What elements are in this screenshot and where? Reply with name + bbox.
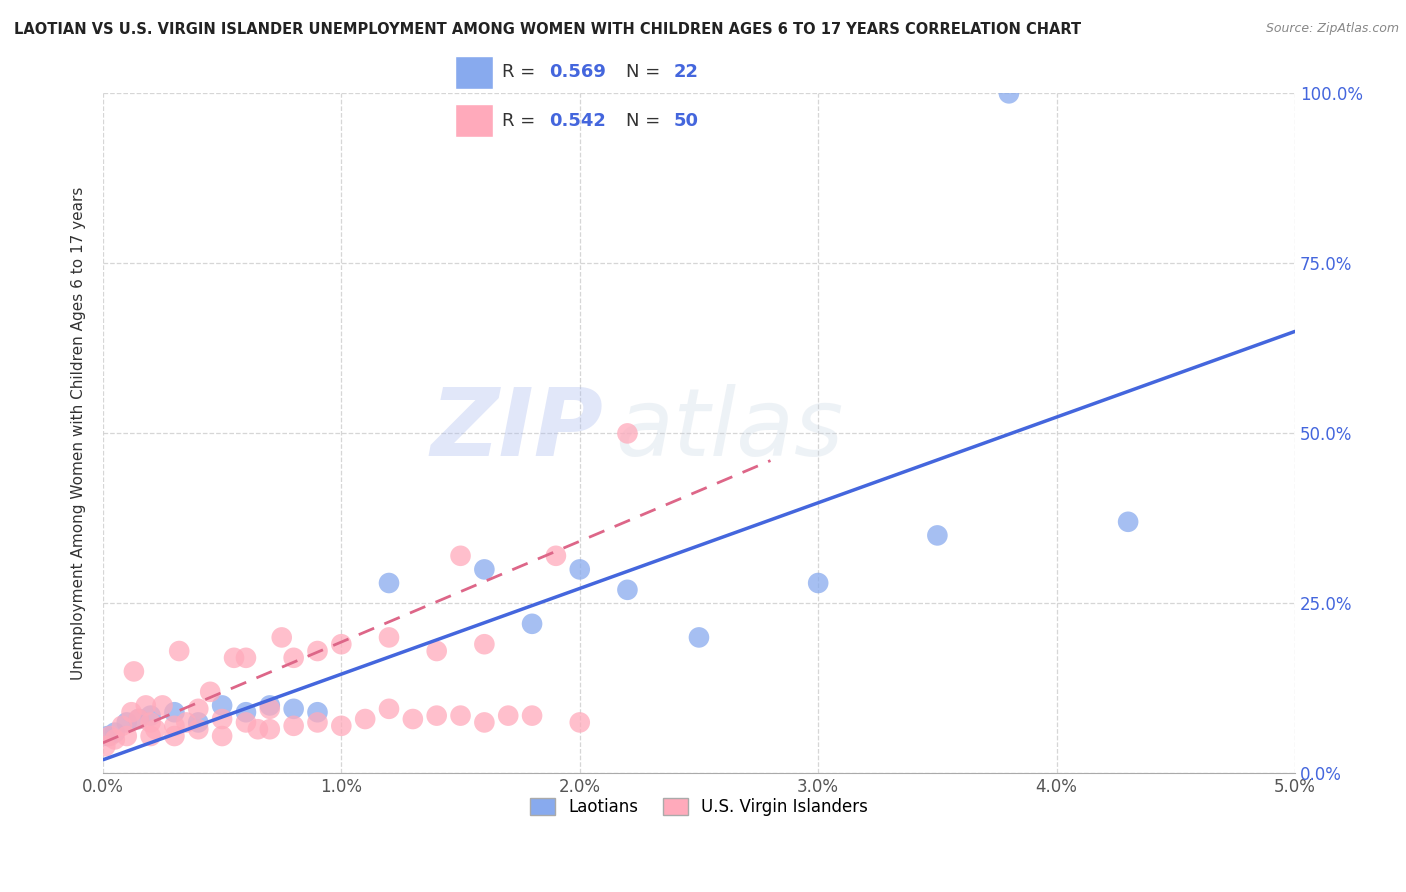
- Point: [402, 712, 425, 726]
- Point: [354, 712, 377, 726]
- Point: [474, 562, 496, 576]
- Point: [246, 723, 269, 737]
- Point: [94, 739, 117, 754]
- Text: 0.542: 0.542: [550, 112, 606, 129]
- Legend: Laotians, U.S. Virgin Islanders: Laotians, U.S. Virgin Islanders: [523, 791, 875, 823]
- Point: [167, 644, 190, 658]
- Point: [163, 729, 186, 743]
- Point: [283, 650, 305, 665]
- Point: [211, 712, 233, 726]
- Text: N =: N =: [626, 112, 666, 129]
- Point: [568, 562, 591, 576]
- Point: [235, 715, 257, 730]
- Point: [378, 702, 401, 716]
- Point: [163, 719, 186, 733]
- Point: [450, 708, 472, 723]
- Point: [1116, 515, 1139, 529]
- Point: [222, 650, 245, 665]
- Point: [426, 708, 449, 723]
- Point: [496, 708, 519, 723]
- Point: [211, 698, 233, 713]
- Point: [474, 715, 496, 730]
- Point: [187, 723, 209, 737]
- Point: [283, 702, 305, 716]
- Text: ZIP: ZIP: [430, 384, 603, 476]
- Point: [474, 637, 496, 651]
- Point: [121, 705, 143, 719]
- Point: [259, 723, 281, 737]
- Point: [807, 576, 830, 591]
- Point: [135, 698, 157, 713]
- Point: [616, 426, 638, 441]
- Point: [307, 705, 329, 719]
- Point: [98, 729, 121, 743]
- Text: R =: R =: [502, 112, 541, 129]
- Text: R =: R =: [502, 63, 541, 81]
- Point: [378, 631, 401, 645]
- Point: [378, 576, 401, 591]
- Text: 50: 50: [673, 112, 699, 129]
- Point: [128, 712, 150, 726]
- Point: [139, 708, 162, 723]
- FancyBboxPatch shape: [454, 56, 494, 88]
- Text: Source: ZipAtlas.com: Source: ZipAtlas.com: [1265, 22, 1399, 36]
- Point: [139, 729, 162, 743]
- Point: [270, 631, 292, 645]
- Point: [520, 708, 543, 723]
- Point: [115, 715, 138, 730]
- Point: [568, 715, 591, 730]
- Point: [998, 87, 1021, 101]
- Point: [235, 705, 257, 719]
- Point: [128, 712, 150, 726]
- Point: [111, 719, 134, 733]
- Text: LAOTIAN VS U.S. VIRGIN ISLANDER UNEMPLOYMENT AMONG WOMEN WITH CHILDREN AGES 6 TO: LAOTIAN VS U.S. VIRGIN ISLANDER UNEMPLOY…: [14, 22, 1081, 37]
- Point: [450, 549, 472, 563]
- Point: [143, 723, 166, 737]
- Point: [104, 725, 127, 739]
- Point: [97, 729, 120, 743]
- Point: [104, 732, 127, 747]
- Y-axis label: Unemployment Among Women with Children Ages 6 to 17 years: Unemployment Among Women with Children A…: [72, 186, 86, 680]
- Text: N =: N =: [626, 63, 666, 81]
- Point: [198, 685, 221, 699]
- Point: [520, 616, 543, 631]
- Text: 22: 22: [673, 63, 699, 81]
- Point: [163, 705, 186, 719]
- Point: [122, 665, 145, 679]
- Point: [152, 698, 174, 713]
- Point: [307, 644, 329, 658]
- Point: [544, 549, 567, 563]
- Point: [235, 650, 257, 665]
- Point: [283, 719, 305, 733]
- Point: [211, 729, 233, 743]
- Text: 0.569: 0.569: [550, 63, 606, 81]
- Text: atlas: atlas: [616, 384, 844, 475]
- Point: [330, 637, 353, 651]
- Point: [259, 698, 281, 713]
- Point: [176, 715, 198, 730]
- Point: [115, 729, 138, 743]
- Point: [330, 719, 353, 733]
- Point: [307, 715, 329, 730]
- Point: [187, 715, 209, 730]
- Point: [187, 702, 209, 716]
- Point: [616, 582, 638, 597]
- Point: [688, 631, 710, 645]
- Point: [927, 528, 949, 542]
- FancyBboxPatch shape: [454, 104, 494, 137]
- Point: [426, 644, 449, 658]
- Point: [139, 715, 162, 730]
- Point: [259, 702, 281, 716]
